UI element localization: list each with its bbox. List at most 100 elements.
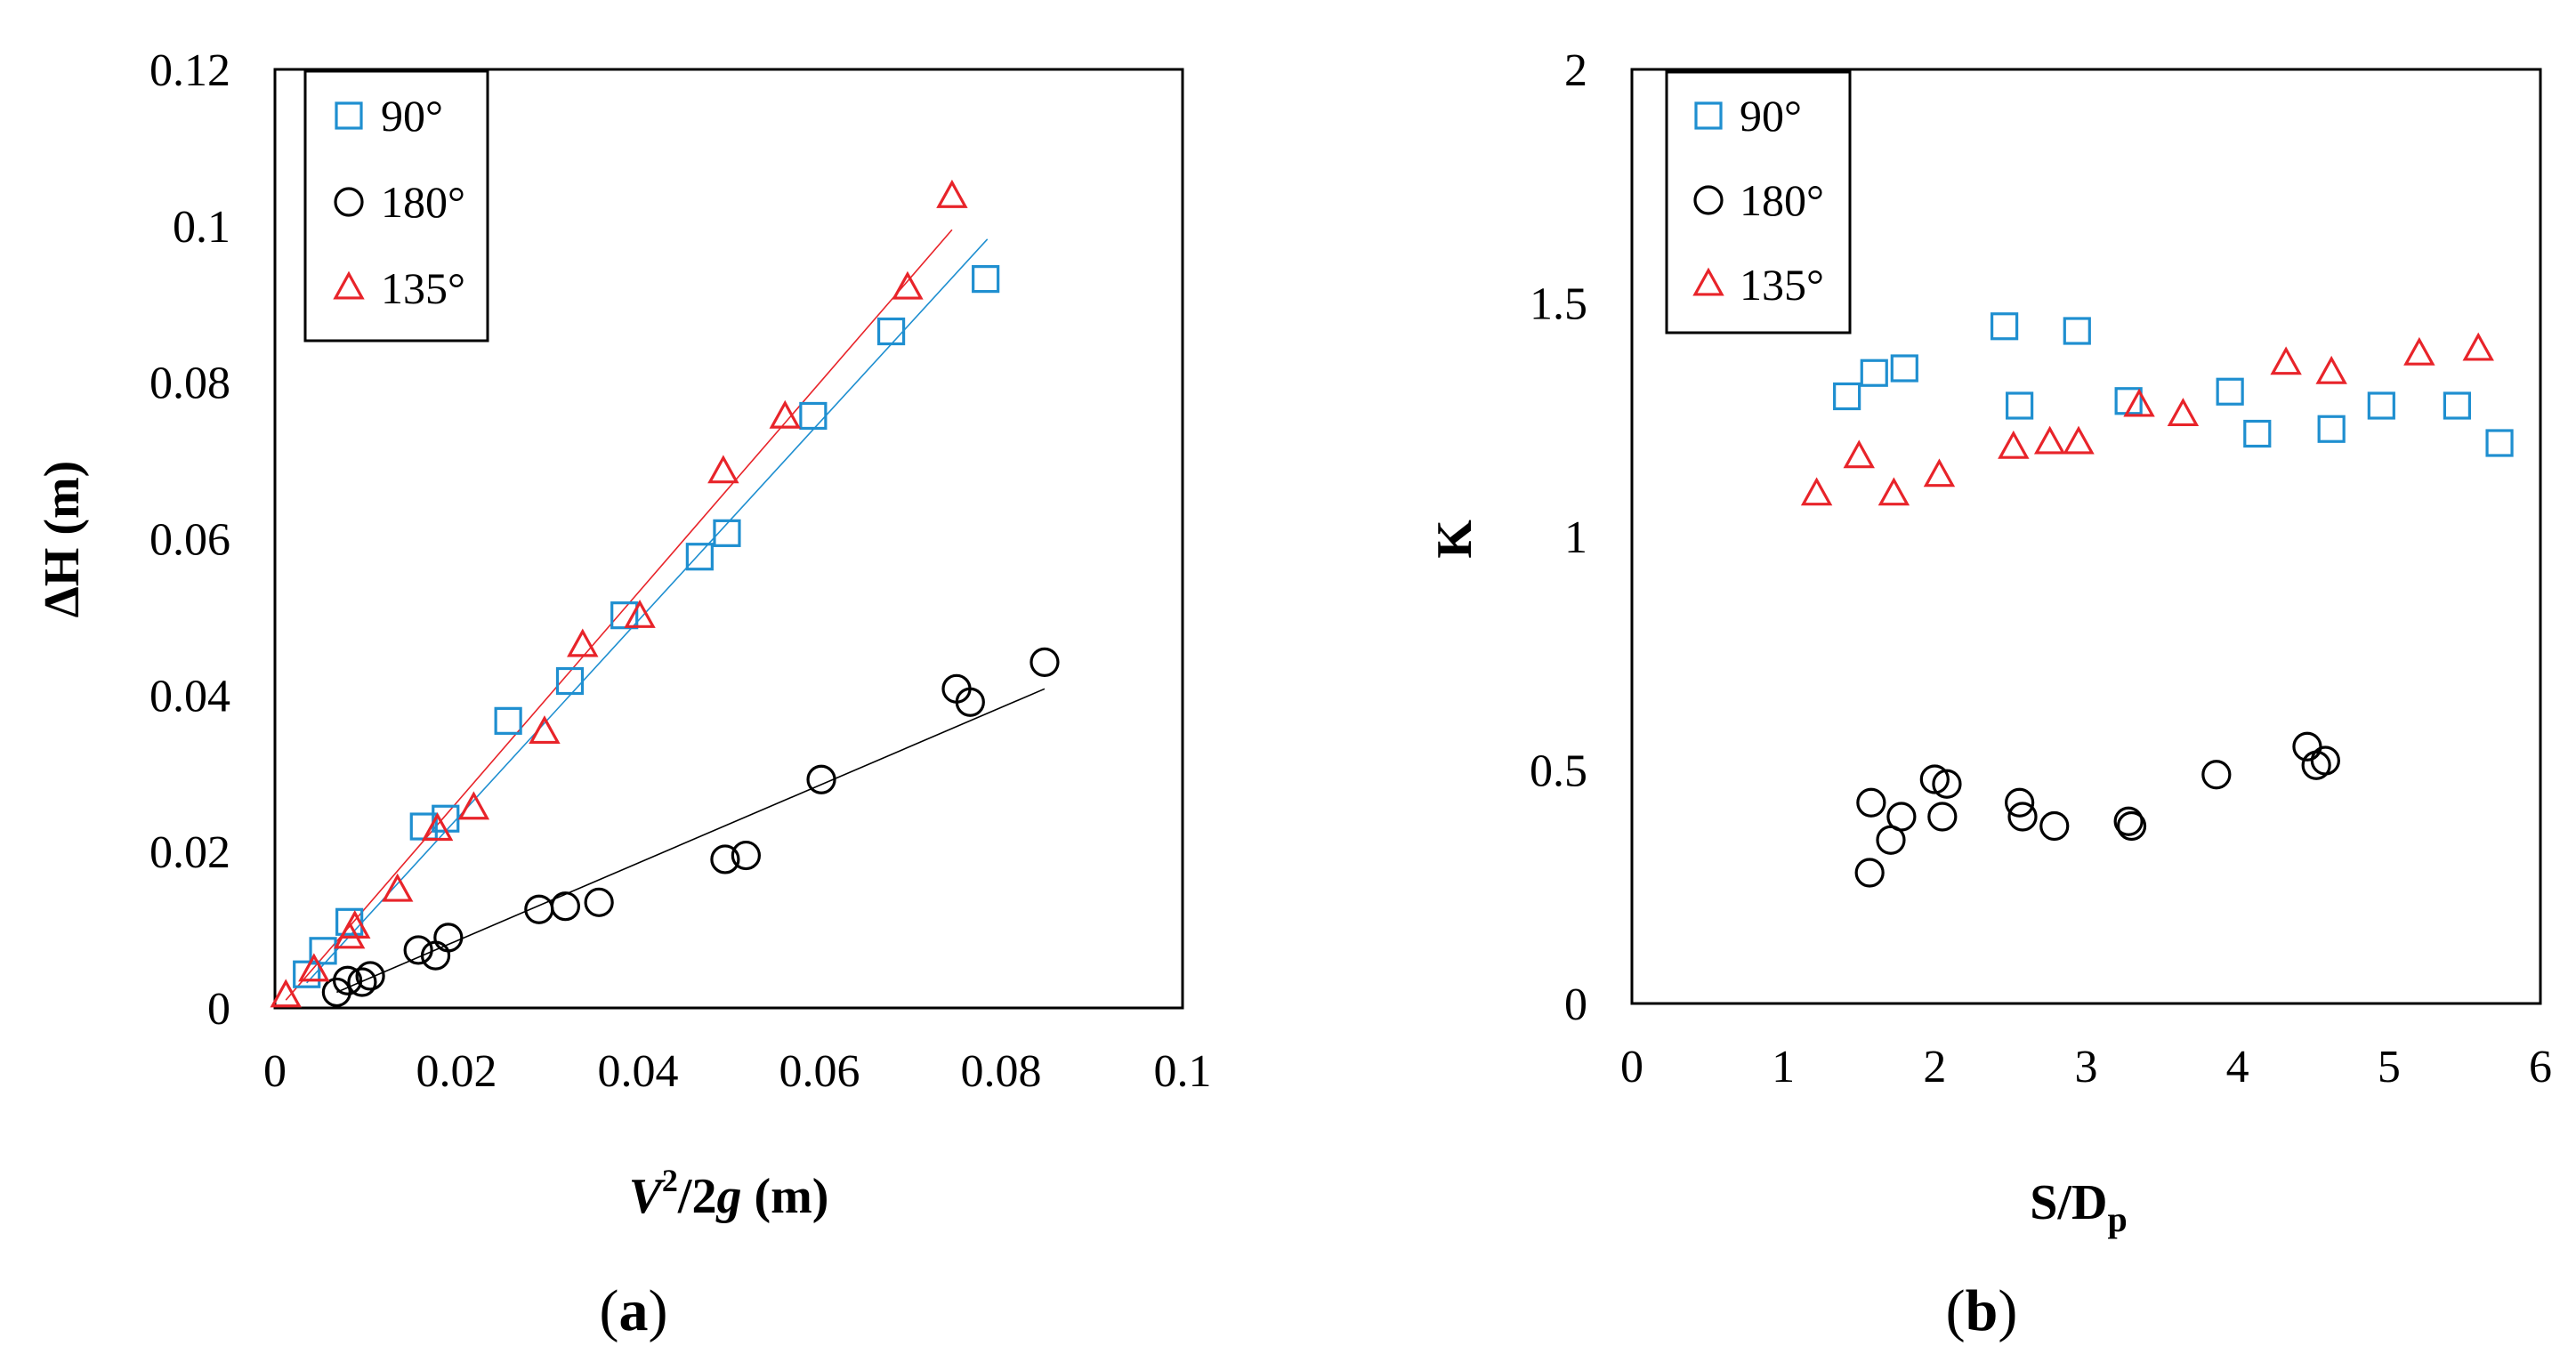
data-point-circle bbox=[550, 891, 581, 922]
y-tick-label: 0.5 bbox=[1530, 746, 1587, 797]
data-point-square bbox=[1890, 354, 1918, 383]
y-axis-title-a: ΔH (m) bbox=[35, 461, 90, 618]
data-point-square bbox=[2243, 419, 2272, 448]
legend-label: 90° bbox=[1740, 91, 1802, 141]
data-point-square bbox=[2114, 387, 2143, 415]
trendline-triangle bbox=[285, 229, 953, 1001]
data-point-circle bbox=[955, 687, 985, 717]
data-point-triangle bbox=[892, 270, 924, 300]
data-point-square bbox=[2443, 391, 2472, 420]
data-point-circle bbox=[731, 840, 761, 871]
legend-label: 180° bbox=[1740, 175, 1824, 225]
legend-b: 90° 180° 135° bbox=[1692, 91, 1824, 310]
panel-a: 0 0.02 0.04 0.06 0.08 0.1 0 0.02 0.04 0.06 0.08 0.… bbox=[35, 45, 1212, 1343]
legend-label: 180° bbox=[381, 177, 465, 227]
data-point-circle bbox=[403, 935, 433, 965]
legend-marker-square bbox=[335, 101, 363, 130]
data-point-square bbox=[2485, 429, 2514, 457]
data-point-square bbox=[2367, 391, 2395, 420]
x-axis-title-b: S/Dp bbox=[2030, 1175, 2127, 1239]
data-point-circle bbox=[1927, 802, 1958, 832]
data-point-triangle bbox=[339, 910, 371, 939]
data-point-circle bbox=[1932, 769, 1962, 799]
data-point-circle bbox=[347, 967, 377, 997]
data-point-circle bbox=[333, 965, 363, 995]
x-tick-labels-a: 0 0.02 0.04 0.06 0.08 0.1 bbox=[263, 1046, 1212, 1097]
y-tick-label: 0.02 bbox=[149, 827, 230, 878]
data-point-circle bbox=[1919, 764, 1950, 794]
x-tick-label: 1 bbox=[1772, 1042, 1795, 1092]
plot-frame-b bbox=[1630, 68, 2542, 1005]
data-point-square bbox=[2006, 391, 2034, 420]
data-point-circle bbox=[1856, 787, 1886, 818]
data-point-circle bbox=[433, 923, 464, 953]
data-point-square bbox=[713, 519, 741, 547]
data-point-square bbox=[972, 265, 1000, 294]
x-tick-label: 0 bbox=[1620, 1042, 1643, 1092]
data-point-triangle bbox=[624, 599, 656, 628]
data-point-triangle bbox=[270, 979, 302, 1008]
x-tick-label: 5 bbox=[2378, 1042, 2401, 1092]
x-tick-label: 0.06 bbox=[779, 1046, 860, 1097]
data-point-square bbox=[2063, 317, 2091, 345]
data-point-triangle bbox=[707, 455, 739, 484]
data-point-triangle bbox=[381, 873, 414, 902]
data-point-circle bbox=[355, 961, 385, 991]
x-axis-title-a: V2/2g (m) bbox=[629, 1163, 829, 1224]
data-point-triangle bbox=[2270, 346, 2302, 375]
legend-label: 90° bbox=[381, 91, 443, 141]
y-tick-label: 0.1 bbox=[173, 202, 230, 253]
panel-b: 0 1 2 3 4 5 6 0 0.5 1 1.5 2 90° 180° 135° S/Dp K (b) bbox=[1427, 45, 2552, 1343]
data-point-triangle bbox=[1877, 477, 1910, 506]
data-point-square bbox=[1833, 382, 1861, 411]
data-point-circle bbox=[1030, 647, 1060, 678]
legend-label: 135° bbox=[381, 263, 465, 313]
data-point-circle bbox=[2292, 731, 2322, 762]
legend-a: 90° 180° 135° bbox=[333, 91, 465, 313]
data-marks-a bbox=[270, 179, 1060, 1008]
legend-marker-circle bbox=[1693, 185, 1724, 215]
data-point-square bbox=[494, 706, 522, 735]
y-tick-label: 1.5 bbox=[1530, 279, 1587, 330]
data-point-square bbox=[876, 317, 906, 346]
legend-box-a bbox=[303, 69, 489, 343]
data-point-triangle bbox=[298, 953, 330, 982]
data-point-square bbox=[293, 960, 321, 988]
data-point-triangle bbox=[2315, 355, 2347, 384]
x-tick-label: 2 bbox=[1923, 1042, 1946, 1092]
data-point-circle bbox=[2310, 745, 2340, 776]
data-point-circle bbox=[806, 764, 836, 794]
data-point-square bbox=[1860, 359, 1888, 387]
y-tick-label: 0 bbox=[207, 984, 230, 1035]
data-point-triangle bbox=[567, 628, 599, 657]
data-point-circle bbox=[2005, 787, 2035, 818]
plot-frame-a bbox=[273, 68, 1184, 1010]
x-tick-labels-b: 0 1 2 3 4 5 6 bbox=[1620, 1042, 2552, 1092]
data-point-circle bbox=[2007, 802, 2038, 832]
data-point-square bbox=[1991, 312, 2019, 341]
data-point-circle bbox=[2201, 760, 2232, 790]
y-tick-label: 0 bbox=[1564, 979, 1587, 1030]
trendline-square bbox=[306, 238, 989, 984]
x-tick-label: 0.02 bbox=[416, 1046, 497, 1097]
data-point-triangle bbox=[2123, 388, 2155, 417]
data-point-circle bbox=[2113, 806, 2144, 836]
x-tick-label: 3 bbox=[2075, 1042, 2098, 1092]
legend-marker-square bbox=[1694, 101, 1723, 130]
legend-box-b bbox=[1665, 70, 1852, 334]
trendlines-a bbox=[285, 229, 1046, 1001]
data-point-triangle bbox=[769, 399, 801, 429]
data-point-triangle bbox=[1923, 458, 1956, 488]
y-tick-label: 1 bbox=[1564, 512, 1587, 563]
data-point-circle bbox=[584, 887, 614, 917]
data-point-square bbox=[799, 401, 828, 431]
x-tick-label: 6 bbox=[2529, 1042, 2552, 1092]
data-point-triangle bbox=[1800, 477, 1833, 506]
data-point-triangle bbox=[421, 812, 454, 842]
x-tick-label: 0.04 bbox=[598, 1046, 679, 1097]
legend-marker-triangle bbox=[333, 270, 365, 300]
data-point-triangle bbox=[2167, 398, 2200, 427]
data-point-circle bbox=[2116, 810, 2147, 842]
y-tick-labels-a: 0 0.02 0.04 0.06 0.08 0.1 0.12 bbox=[149, 45, 230, 1035]
